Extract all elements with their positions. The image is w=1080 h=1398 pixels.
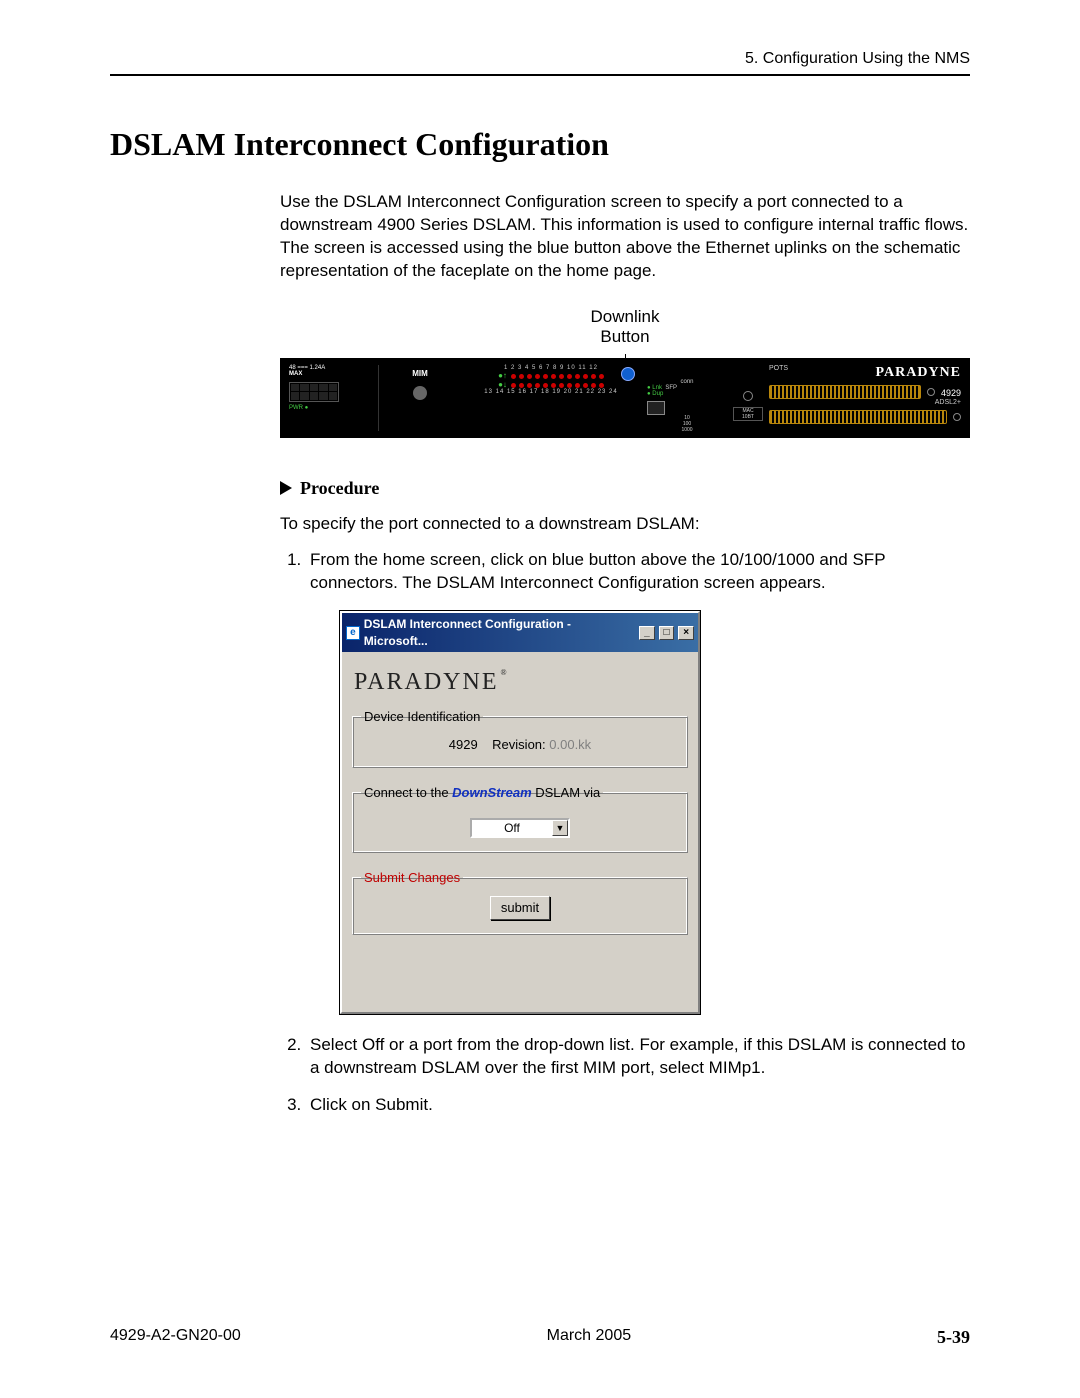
- submit-group: Submit Changes submit: [352, 869, 688, 935]
- faceplate-mim: MIM: [385, 365, 455, 431]
- connect-group: Connect to the DownStream DSLAM via Off …: [352, 784, 688, 853]
- step-3: Click on Submit.: [306, 1094, 970, 1117]
- page-footer: 4929-A2-GN20-00 March 2005 5-39: [110, 1327, 970, 1348]
- screw-icon: [927, 388, 935, 396]
- revision-label: Revision:: [492, 737, 545, 752]
- header-rule: [110, 74, 970, 76]
- procedure-steps: From the home screen, click on blue butt…: [306, 549, 970, 1116]
- intro-paragraph: Use the DSLAM Interconnect Configuration…: [280, 191, 970, 283]
- pots-connector-icon: [769, 385, 921, 399]
- submit-button[interactable]: submit: [490, 896, 550, 920]
- mim-port-icon: [413, 386, 427, 400]
- window-close-button[interactable]: ×: [678, 626, 694, 640]
- faceplate-uplink-block: conn ● Lnk SFP ● Dup 10 100 1000: [647, 365, 727, 431]
- procedure-title: Procedure: [300, 478, 379, 499]
- device-id-group: Device Identification 4929 Revision: 0.0…: [352, 708, 688, 768]
- device-model: 4929: [449, 737, 478, 752]
- pwr-led-label: PWR ●: [289, 405, 374, 412]
- mac-label: MAC 10BT: [733, 407, 763, 421]
- screw-icon: [953, 413, 961, 421]
- dup-label: Dup: [652, 391, 663, 397]
- port-select-value: Off: [472, 820, 552, 836]
- window-maximize-button[interactable]: □: [659, 626, 675, 640]
- procedure-lead: To specify the port connected to a downs…: [280, 513, 970, 536]
- downlink-button-icon[interactable]: [621, 367, 635, 381]
- callout-label: Downlink Button: [280, 307, 970, 348]
- submit-legend: Submit Changes: [361, 869, 463, 887]
- dialog-body: PARADYNE Device Identification 4929 Revi…: [342, 652, 698, 1012]
- adsl-connector-icon: [769, 410, 947, 424]
- faceplate-power-block: 48 === 1.24A MAX PWR ●: [289, 365, 379, 431]
- connect-legend-post: DSLAM via: [532, 785, 601, 800]
- screw-icon: [743, 391, 753, 401]
- dialog-titlebar: e DSLAM Interconnect Configuration - Mic…: [342, 613, 698, 651]
- footer-doc-number: 4929-A2-GN20-00: [110, 1327, 241, 1348]
- power-spec: 48 === 1.24A: [289, 365, 374, 372]
- triangle-bullet-icon: [280, 481, 292, 495]
- faceplate-right-block: POTS PARADYNE 4929 ADSL2+: [769, 365, 961, 431]
- device-faceplate: 48 === 1.24A MAX PWR ● MIM 1 2 3 4 5 6 7…: [280, 358, 970, 438]
- device-id-legend: Device Identification: [361, 708, 483, 726]
- pots-label: POTS: [769, 365, 809, 372]
- step-1-text: From the home screen, click on blue butt…: [310, 550, 885, 592]
- mim-label: MIM: [385, 369, 455, 378]
- dialog-window: e DSLAM Interconnect Configuration - Mic…: [340, 611, 700, 1013]
- faceplate-port-leds: 1 2 3 4 5 6 7 8 9 10 11 12 ●↑ ●↓ 13 14 1…: [461, 365, 641, 431]
- window-minimize-button[interactable]: _: [639, 626, 655, 640]
- page-title: DSLAM Interconnect Configuration: [110, 126, 970, 163]
- connect-legend-pre: Connect to the: [364, 785, 452, 800]
- step-2: Select Off or a port from the drop-down …: [306, 1034, 970, 1080]
- callout-line2: Button: [600, 327, 649, 346]
- callout-line1: Downlink: [591, 307, 660, 326]
- dropdown-arrow-icon[interactable]: ▼: [552, 820, 568, 836]
- model-number: 4929: [941, 388, 961, 398]
- sfp-label: SFP: [665, 385, 677, 391]
- port-select[interactable]: Off ▼: [470, 818, 570, 838]
- footer-date: March 2005: [547, 1327, 632, 1348]
- max-label: MAX: [289, 371, 374, 378]
- revision-value: 0.00.kk: [549, 737, 591, 752]
- speed-label: 10 100 1000: [647, 415, 727, 433]
- sfp-port-icon: [647, 401, 665, 415]
- footer-page-number: 5-39: [937, 1327, 970, 1348]
- dialog-title-text: DSLAM Interconnect Configuration - Micro…: [364, 616, 631, 648]
- dialog-screenshot: e DSLAM Interconnect Configuration - Mic…: [340, 611, 970, 1013]
- procedure-heading: Procedure: [280, 478, 970, 499]
- paradyne-logo: PARADYNE: [354, 666, 686, 698]
- connect-legend-em: DownStream: [452, 785, 531, 800]
- brand-logo: PARADYNE: [817, 365, 961, 381]
- connect-legend: Connect to the DownStream DSLAM via: [361, 784, 603, 802]
- faceplate-figure: 48 === 1.24A MAX PWR ● MIM 1 2 3 4 5 6 7…: [280, 358, 970, 438]
- step-1: From the home screen, click on blue butt…: [306, 549, 970, 1013]
- adsl-label: ADSL2+: [769, 399, 961, 406]
- header-section: 5. Configuration Using the NMS: [110, 50, 970, 68]
- ports-bottom-numbers: 13 14 15 16 17 18 19 20 21 22 23 24: [461, 389, 641, 395]
- ie-icon: e: [346, 626, 360, 640]
